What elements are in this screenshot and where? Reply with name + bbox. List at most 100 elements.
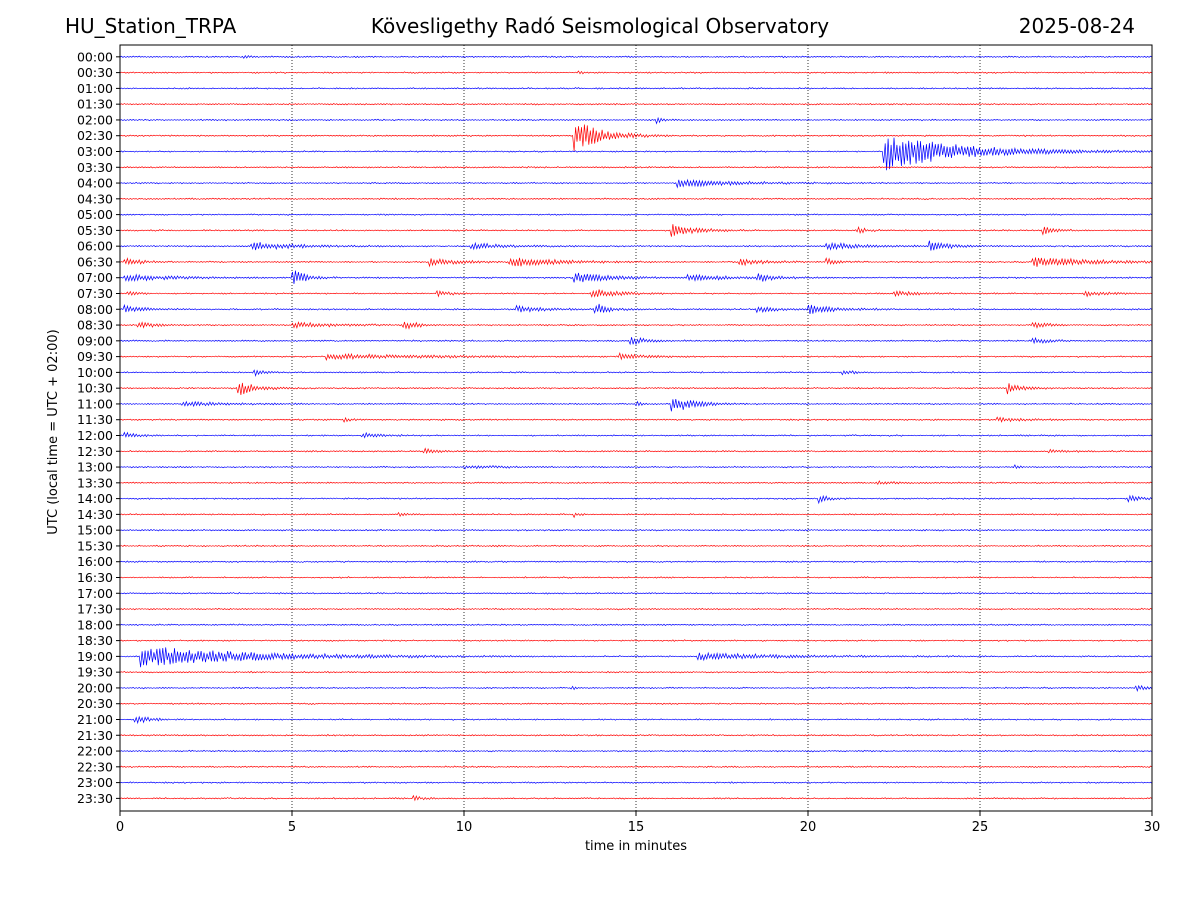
trace-0100 xyxy=(119,87,1153,90)
row-label: 21:30 xyxy=(77,728,113,743)
row-label: 00:30 xyxy=(77,65,113,80)
trace-1200 xyxy=(119,431,1153,439)
row-label: 19:30 xyxy=(77,665,113,680)
row-label: 03:30 xyxy=(77,160,113,175)
row-label: 14:00 xyxy=(77,491,113,506)
row-label: 06:00 xyxy=(77,239,113,254)
trace-1430 xyxy=(119,511,1153,519)
trace-2200 xyxy=(119,749,1153,753)
trace-0000 xyxy=(119,55,1153,59)
trace-2130 xyxy=(119,733,1153,737)
x-axis-title: time in minutes xyxy=(585,839,687,854)
row-label: 05:00 xyxy=(77,207,113,222)
trace-0500 xyxy=(119,213,1153,216)
seismic-traces xyxy=(119,55,1153,802)
trace-1930 xyxy=(119,670,1153,674)
trace-0600 xyxy=(119,240,1153,251)
trace-2100 xyxy=(119,715,1153,725)
trace-0300 xyxy=(119,137,1153,171)
row-label: 14:30 xyxy=(77,507,113,522)
row-label: 09:00 xyxy=(77,333,113,348)
row-label: 20:30 xyxy=(77,696,113,711)
row-label: 23:30 xyxy=(77,791,113,806)
row-label: 23:00 xyxy=(77,775,113,790)
trace-2030 xyxy=(119,702,1153,705)
row-label: 04:00 xyxy=(77,176,113,191)
trace-1230 xyxy=(119,447,1153,455)
y-axis-title: UTC (local time = UTC + 02:00) xyxy=(46,329,61,534)
x-tick-label: 10 xyxy=(456,820,473,835)
trace-2330 xyxy=(119,794,1153,802)
trace-0030 xyxy=(119,70,1153,75)
x-tick-label: 25 xyxy=(972,820,989,835)
trace-1600 xyxy=(119,560,1153,563)
row-label: 18:30 xyxy=(77,633,113,648)
trace-1800 xyxy=(119,623,1153,627)
trace-1700 xyxy=(119,592,1153,595)
x-tick-label: 20 xyxy=(800,820,817,835)
trace-1330 xyxy=(119,480,1153,485)
row-label: 08:30 xyxy=(77,318,113,333)
row-label: 13:00 xyxy=(77,460,113,475)
trace-0700 xyxy=(119,270,1153,284)
row-label: 22:30 xyxy=(77,759,113,774)
row-label: 21:00 xyxy=(77,712,113,727)
row-label: 17:30 xyxy=(77,602,113,617)
trace-0630 xyxy=(119,257,1153,268)
row-label: 10:00 xyxy=(77,365,113,380)
trace-1730 xyxy=(119,607,1153,611)
trace-1030 xyxy=(119,382,1153,396)
trace-0230 xyxy=(119,124,1153,151)
row-label: 12:30 xyxy=(77,444,113,459)
trace-2230 xyxy=(119,765,1153,769)
row-label: 19:00 xyxy=(77,649,113,664)
x-tick-label: 15 xyxy=(628,820,645,835)
row-label: 05:30 xyxy=(77,223,113,238)
trace-0800 xyxy=(119,303,1153,315)
row-label: 16:00 xyxy=(77,554,113,569)
trace-1000 xyxy=(119,369,1153,378)
trace-0430 xyxy=(119,197,1153,201)
row-label: 11:30 xyxy=(77,412,113,427)
row-label: 00:00 xyxy=(77,49,113,64)
row-label: 07:30 xyxy=(77,286,113,301)
trace-0200 xyxy=(119,116,1153,125)
row-label: 11:00 xyxy=(77,396,113,411)
row-label: 03:00 xyxy=(77,144,113,159)
trace-2300 xyxy=(119,781,1153,784)
trace-0400 xyxy=(119,178,1153,189)
time-gridlines xyxy=(291,45,981,811)
row-label: 15:30 xyxy=(77,538,113,553)
row-label: 04:30 xyxy=(77,191,113,206)
row-label: 12:00 xyxy=(77,428,113,443)
row-label: 16:30 xyxy=(77,570,113,585)
trace-0830 xyxy=(119,321,1153,330)
row-label: 10:30 xyxy=(77,381,113,396)
x-tick-label: 0 xyxy=(116,820,124,835)
row-label: 07:00 xyxy=(77,270,113,285)
trace-0900 xyxy=(119,336,1153,346)
trace-1300 xyxy=(119,464,1153,470)
trace-0330 xyxy=(119,165,1153,169)
trace-0930 xyxy=(119,352,1153,361)
row-label: 13:30 xyxy=(77,475,113,490)
trace-1630 xyxy=(119,576,1153,579)
x-tick-label: 30 xyxy=(1144,820,1161,835)
row-label: 01:30 xyxy=(77,97,113,112)
x-tick-label: 5 xyxy=(288,820,296,835)
row-label: 18:00 xyxy=(77,617,113,632)
trace-1400 xyxy=(119,494,1153,505)
row-label: 02:00 xyxy=(77,112,113,127)
x-axis-ticks: 0 5 10 15 20 25 30 xyxy=(116,811,1160,835)
trace-1530 xyxy=(119,544,1153,548)
trace-2000 xyxy=(119,684,1153,692)
row-label: 09:30 xyxy=(77,349,113,364)
trace-1100 xyxy=(119,398,1153,412)
row-label: 17:00 xyxy=(77,586,113,601)
trace-1130 xyxy=(119,416,1153,423)
row-label: 08:00 xyxy=(77,302,113,317)
trace-1900 xyxy=(119,647,1153,668)
row-time-labels: 00:0000:3001:0001:3002:0002:3003:0003:30… xyxy=(77,49,120,806)
trace-0530 xyxy=(119,224,1153,237)
